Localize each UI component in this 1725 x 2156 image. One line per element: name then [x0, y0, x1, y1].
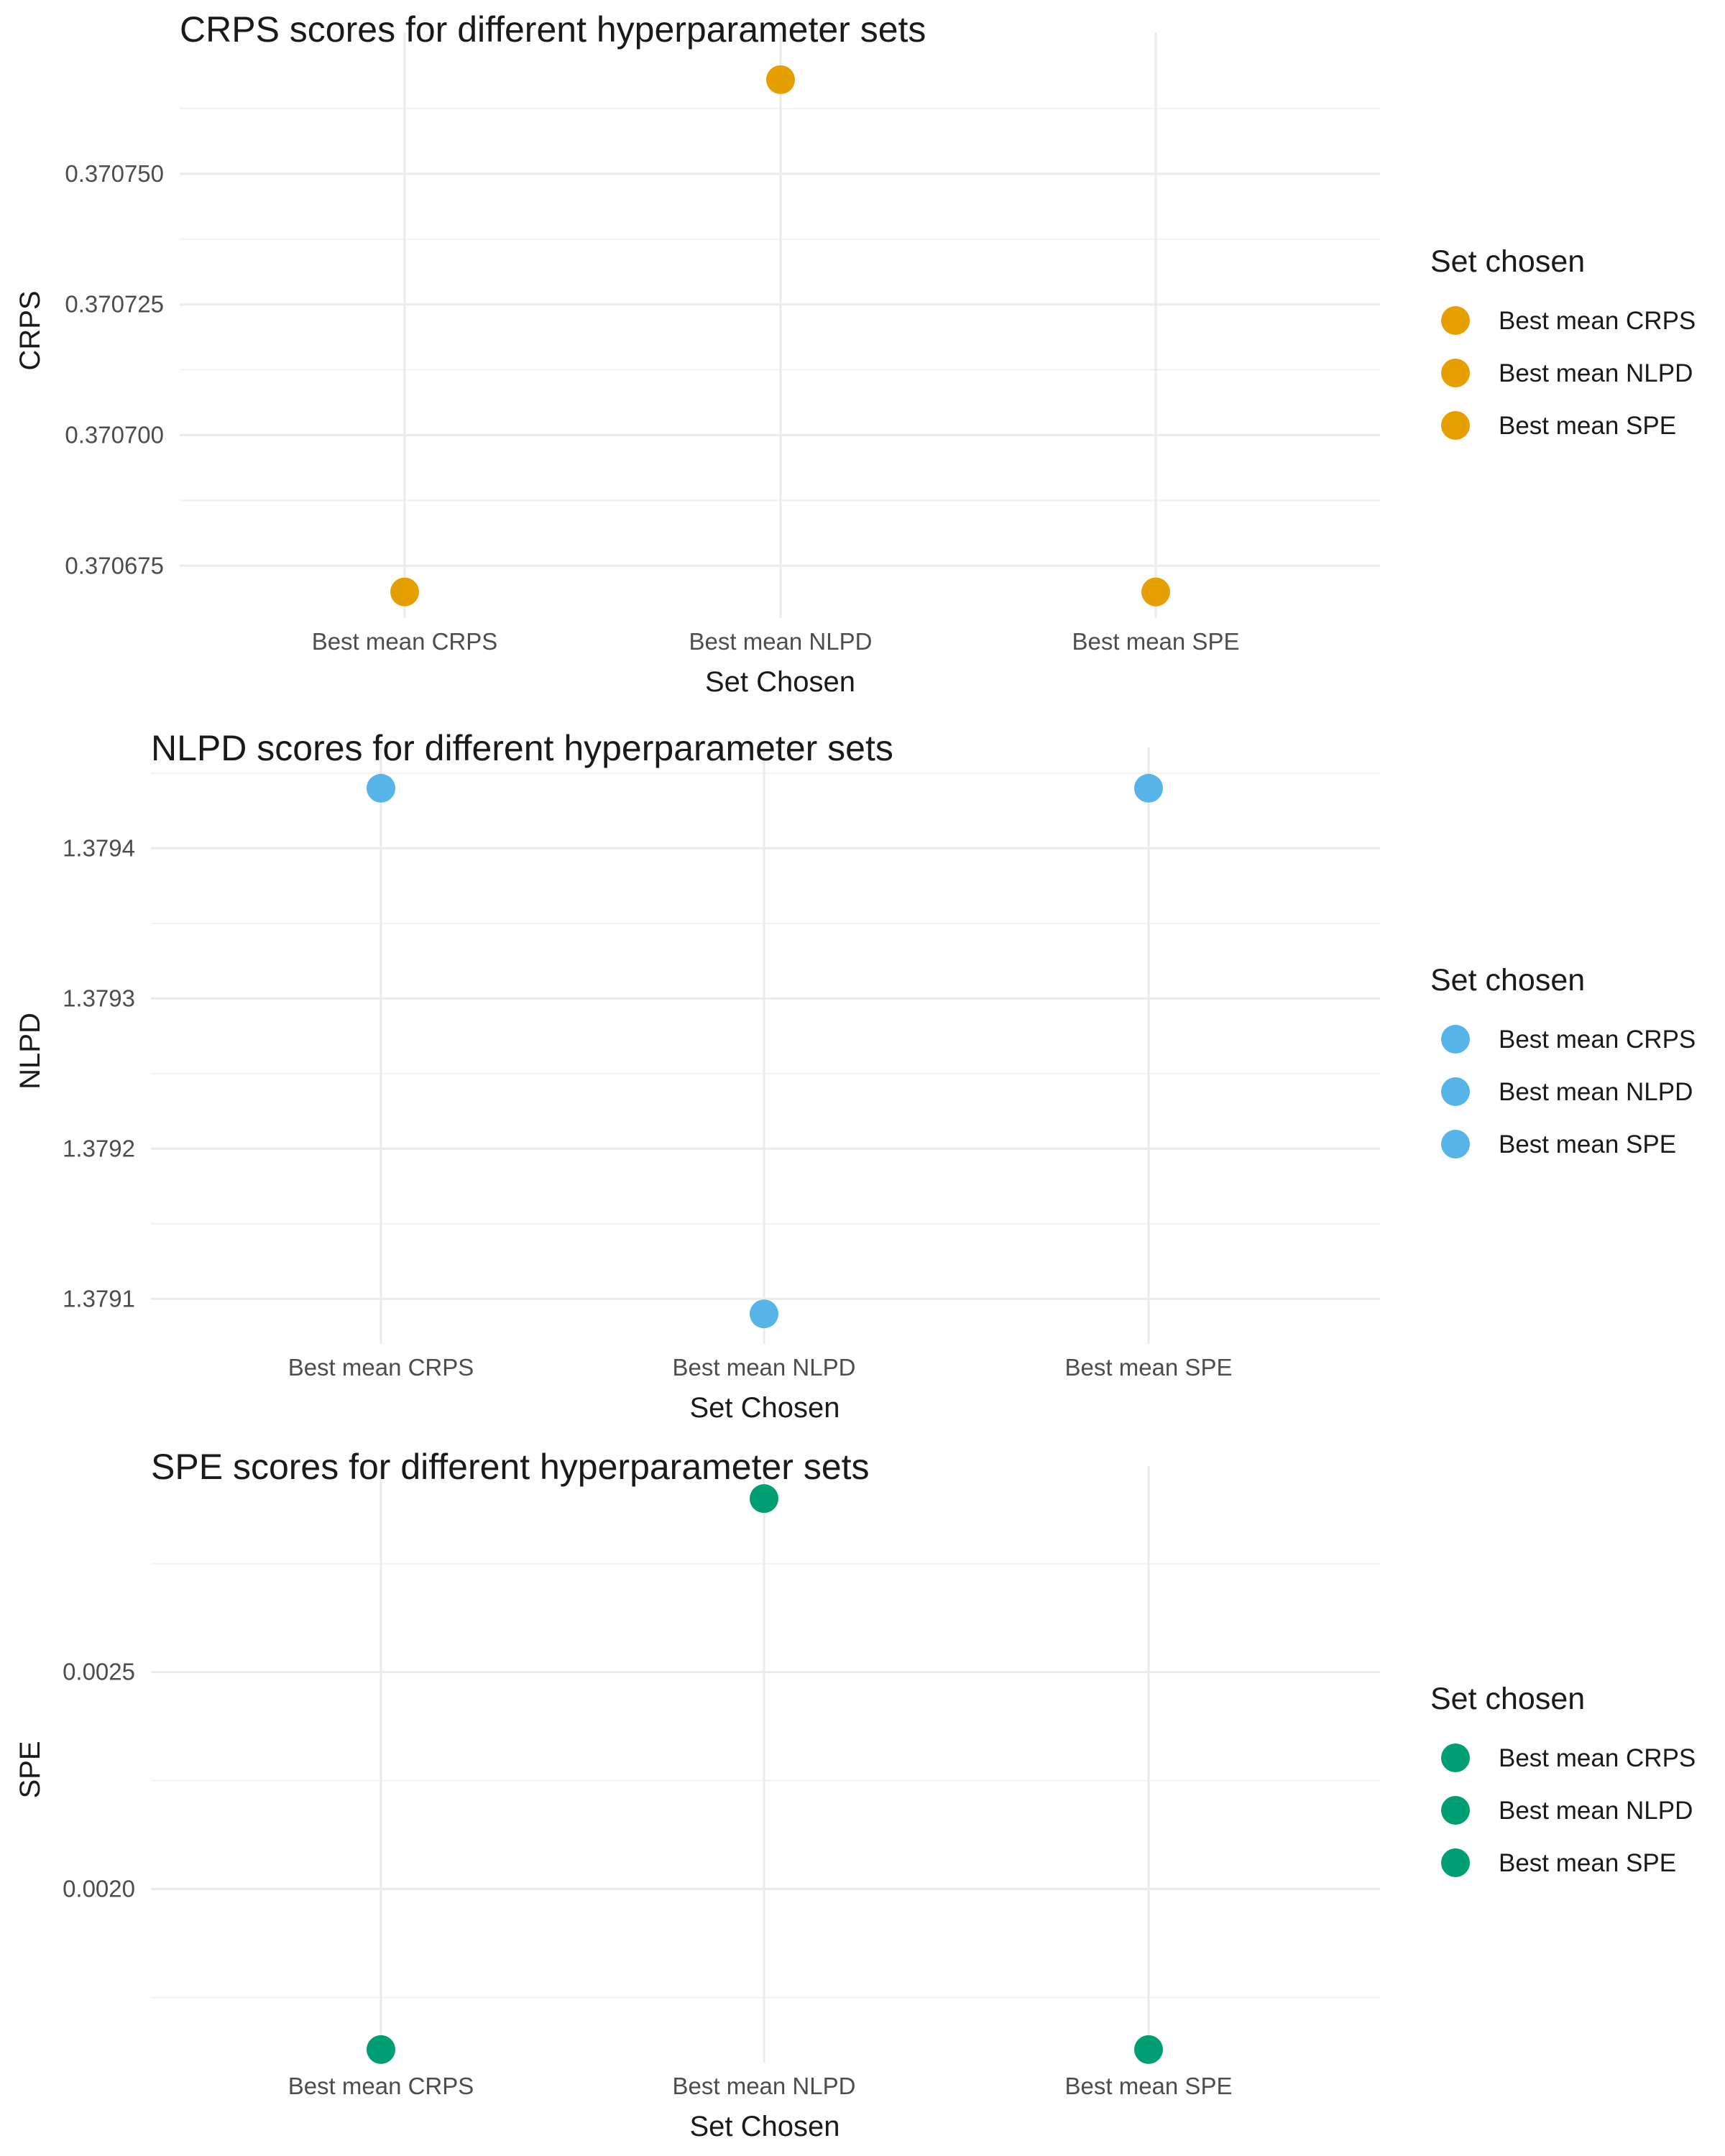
nlpd-y-axis-label: NLPD	[14, 1013, 46, 1089]
crps-chart-title: CRPS scores for different hyperparameter…	[180, 9, 926, 50]
crps-legend-label: Best mean SPE	[1499, 412, 1676, 440]
spe-data-point	[750, 1484, 778, 1514]
crps-data-point	[1141, 577, 1170, 607]
spe-y-axis-label: SPE	[14, 1741, 46, 1798]
crps-x-tick-label: Best mean CRPS	[312, 628, 498, 655]
spe-data-point	[367, 2035, 395, 2064]
spe-chart: 0.0020 0.0025 Best mean CRPS Best mean NLPD…	[14, 1447, 1696, 2142]
nlpd-legend-label: Best mean CRPS	[1499, 1026, 1696, 1054]
spe-legend-label: Best mean NLPD	[1499, 1797, 1693, 1825]
spe-legend-label: Best mean SPE	[1499, 1849, 1676, 1877]
spe-legend-title: Set chosen	[1430, 1682, 1585, 1716]
spe-y-tick-label: 0.0020	[63, 1876, 135, 1902]
crps-y-tick-label: 0.370675	[65, 552, 164, 579]
crps-chart-panel: 0.370675 0.370700 0.370725 0.370750 Best mea…	[0, 0, 1725, 719]
spe-legend-key	[1441, 1848, 1470, 1877]
nlpd-x-tick-label: Best mean NLPD	[673, 1354, 856, 1381]
nlpd-chart-panel: 1.3791 1.3792 1.3793 1.3794 Best mean CRPS Be…	[0, 719, 1725, 1437]
nlpd-data-point	[367, 773, 395, 803]
nlpd-data-point	[750, 1299, 778, 1329]
nlpd-x-tick-label: Best mean CRPS	[288, 1354, 474, 1381]
nlpd-data-point	[1134, 773, 1163, 803]
nlpd-legend-label: Best mean SPE	[1499, 1130, 1676, 1158]
nlpd-legend-title: Set chosen	[1430, 963, 1585, 998]
crps-data-point	[766, 65, 795, 94]
crps-x-tick-label: Best mean NLPD	[689, 628, 873, 655]
spe-chart-panel: 0.0020 0.0025 Best mean CRPS Best mean NLPD…	[0, 1437, 1725, 2156]
spe-legend-key	[1441, 1743, 1470, 1772]
crps-x-axis-label: Set Chosen	[705, 666, 855, 698]
crps-y-tick-label: 0.370750	[65, 160, 164, 187]
nlpd-y-tick-label: 1.3791	[63, 1285, 135, 1312]
spe-x-tick-label: Best mean CRPS	[288, 2073, 474, 2099]
crps-y-tick-label: 0.370700	[65, 421, 164, 448]
crps-legend-key	[1441, 306, 1470, 335]
spe-data-point	[1134, 2035, 1163, 2064]
crps-chart: 0.370675 0.370700 0.370725 0.370750 Best mea…	[14, 9, 1696, 698]
crps-data-point	[390, 577, 419, 607]
nlpd-y-tick-label: 1.3793	[63, 985, 135, 1011]
nlpd-chart-title: NLPD scores for different hyperparameter…	[151, 728, 893, 768]
nlpd-chart: 1.3791 1.3792 1.3793 1.3794 Best mean CRPS Be…	[14, 728, 1696, 1424]
crps-legend-key	[1441, 359, 1470, 387]
spe-x-axis-label: Set Chosen	[689, 2111, 840, 2142]
crps-y-axis-label: CRPS	[14, 290, 46, 370]
nlpd-legend-key	[1441, 1025, 1470, 1054]
spe-x-tick-label: Best mean NLPD	[673, 2073, 856, 2099]
nlpd-legend-label: Best mean NLPD	[1499, 1078, 1693, 1106]
nlpd-x-axis-label: Set Chosen	[689, 1392, 840, 1424]
crps-x-tick-label: Best mean SPE	[1072, 628, 1240, 655]
spe-x-tick-label: Best mean SPE	[1065, 2073, 1233, 2099]
crps-legend-label: Best mean CRPS	[1499, 307, 1696, 335]
nlpd-x-tick-label: Best mean SPE	[1065, 1354, 1233, 1381]
spe-legend-key	[1441, 1796, 1470, 1825]
spe-chart-title: SPE scores for different hyperparameter …	[151, 1447, 870, 1487]
crps-legend-title: Set chosen	[1430, 244, 1585, 279]
crps-y-tick-label: 0.370725	[65, 291, 164, 318]
crps-legend-key	[1441, 411, 1470, 440]
nlpd-y-tick-label: 1.3792	[63, 1135, 135, 1161]
spe-y-tick-label: 0.0025	[63, 1659, 135, 1685]
crps-legend-label: Best mean NLPD	[1499, 359, 1693, 387]
nlpd-legend-key	[1441, 1077, 1470, 1106]
nlpd-legend-key	[1441, 1130, 1470, 1158]
spe-legend-label: Best mean CRPS	[1499, 1744, 1696, 1772]
nlpd-y-tick-label: 1.3794	[63, 834, 135, 861]
